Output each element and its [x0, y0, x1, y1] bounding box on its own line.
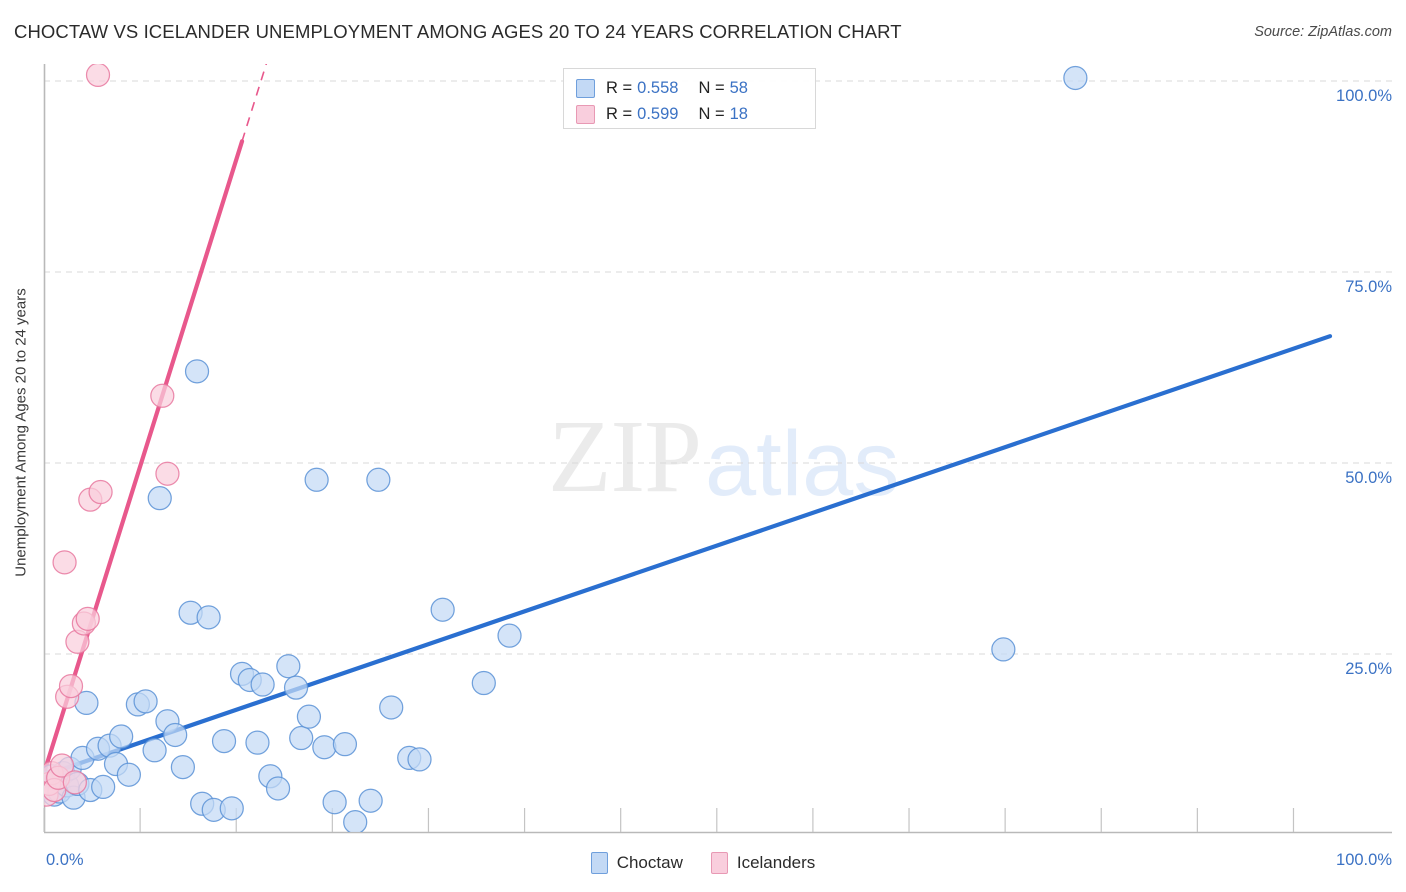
- data-point: [163, 722, 188, 748]
- data-point: [150, 383, 175, 408]
- data-point: [283, 675, 309, 700]
- n-label-icelanders: N =: [698, 104, 725, 123]
- trend-line-icelanders: [44, 64, 268, 776]
- data-point: [91, 774, 116, 800]
- source-attribution: Source: ZipAtlas.com: [1254, 24, 1392, 40]
- series-color-swatch-icelanders: [576, 104, 595, 124]
- x-axis-min-label: 0.0%: [46, 851, 84, 869]
- data-point: [358, 788, 383, 813]
- stats-row-icelanders: R = 0.599 N = 18: [576, 101, 805, 127]
- data-point: [155, 461, 180, 486]
- y-axis-tick-label: 25.0%: [1345, 660, 1392, 678]
- data-point: [296, 704, 322, 729]
- legend-item-icelanders[interactable]: Icelanders: [710, 852, 816, 874]
- data-point: [62, 770, 87, 795]
- data-point: [147, 486, 172, 511]
- legend-swatch-icelanders: [710, 852, 728, 874]
- data-point: [170, 754, 196, 780]
- data-point: [245, 730, 270, 755]
- y-axis-tick-label: 100.0%: [1336, 87, 1392, 105]
- data-point: [109, 724, 134, 749]
- data-point: [88, 479, 113, 505]
- r-value-choctaw: 0.558: [637, 78, 679, 97]
- data-point: [332, 732, 358, 757]
- data-point: [85, 64, 111, 88]
- data-point: [379, 695, 404, 720]
- axis-lines: [43, 64, 1392, 834]
- gridlines: [44, 80, 1392, 655]
- data-point: [322, 790, 347, 815]
- trend-line-choctaw: [44, 334, 1333, 778]
- data-point: [211, 728, 237, 754]
- scatter-series-choctaw: [44, 65, 1088, 832]
- data-point: [497, 623, 522, 648]
- data-point: [304, 467, 329, 492]
- data-point: [312, 735, 337, 760]
- data-point: [52, 550, 77, 575]
- r-label-choctaw: R =: [606, 78, 633, 97]
- data-point: [133, 689, 158, 714]
- data-point: [75, 606, 100, 631]
- data-point: [219, 796, 244, 821]
- legend-label-choctaw: Choctaw: [616, 853, 683, 872]
- data-point: [58, 673, 84, 699]
- r-value-icelanders: 0.599: [637, 104, 679, 123]
- series-legend: Choctaw Icelanders: [0, 852, 1406, 874]
- data-point: [1063, 65, 1088, 91]
- data-point: [276, 654, 301, 679]
- page-title: CHOCTAW VS ICELANDER UNEMPLOYMENT AMONG …: [14, 21, 902, 42]
- data-point: [49, 753, 75, 778]
- legend-item-choctaw[interactable]: Choctaw: [590, 852, 683, 874]
- data-point: [265, 776, 291, 801]
- legend-label-icelanders: Icelanders: [736, 853, 816, 872]
- data-point: [471, 670, 496, 696]
- n-label-choctaw: N =: [698, 78, 725, 97]
- y-axis-tick-label: 50.0%: [1345, 469, 1392, 487]
- data-point: [289, 725, 314, 751]
- data-point: [116, 762, 142, 787]
- y-axis-tick-label: 75.0%: [1345, 278, 1392, 296]
- scatter-series-icelanders: [44, 64, 180, 807]
- data-point: [250, 672, 275, 697]
- data-point: [991, 637, 1016, 662]
- watermark-zip: ZIP: [548, 399, 702, 514]
- series-color-swatch-choctaw: [576, 78, 595, 98]
- data-point: [407, 747, 432, 772]
- r-label-icelanders: R =: [606, 104, 633, 123]
- legend-swatch-choctaw: [590, 852, 608, 874]
- n-value-icelanders: 18: [729, 104, 748, 123]
- data-point: [184, 359, 210, 384]
- data-point: [196, 605, 221, 630]
- data-point: [430, 597, 455, 622]
- data-point: [142, 738, 167, 763]
- data-point: [366, 467, 391, 492]
- stats-row-choctaw: R = 0.558 N = 58: [576, 75, 805, 101]
- correlation-stats-box: R = 0.558 N = 58 R = 0.599 N = 18: [563, 68, 816, 129]
- data-point: [343, 809, 368, 832]
- n-value-choctaw: 58: [729, 78, 748, 97]
- x-axis-max-label: 100.0%: [1336, 851, 1392, 869]
